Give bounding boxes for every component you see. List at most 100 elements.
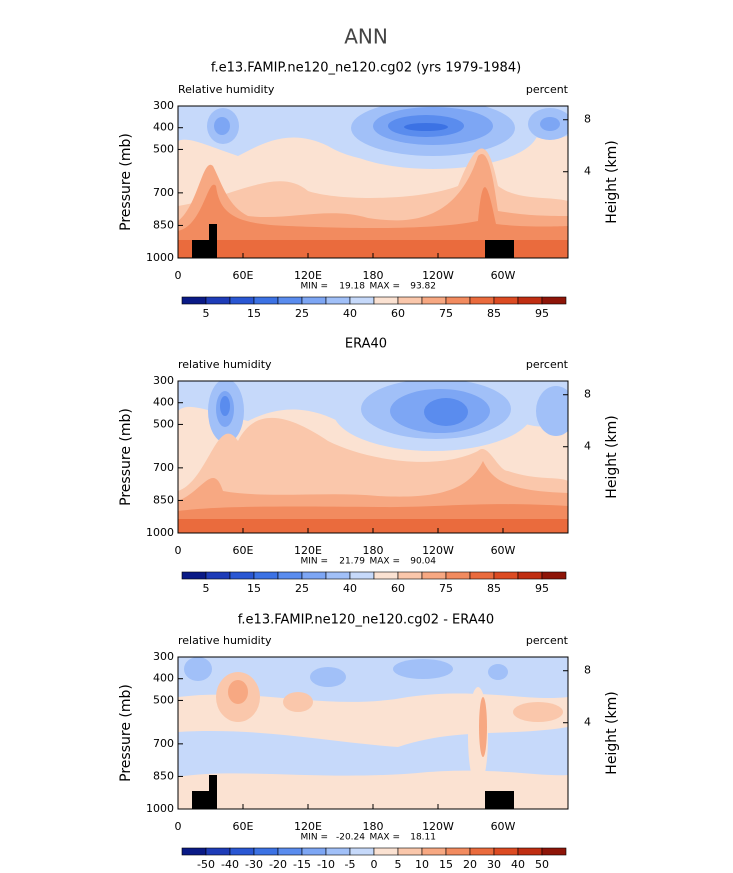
colorbar-box xyxy=(541,296,567,305)
x-tick-label: 120E xyxy=(294,544,322,557)
colorbar-box xyxy=(493,296,519,305)
colorbar-tick-label: 15 xyxy=(439,858,453,871)
y-tick-label: 1000 xyxy=(146,802,174,815)
colorbar-tick-label: -30 xyxy=(245,858,263,871)
colorbar-tick-label: 10 xyxy=(415,858,429,871)
y2-tick-label: 4 xyxy=(584,165,591,178)
colorbar-tick-label: 85 xyxy=(487,582,501,595)
colorbar-box xyxy=(421,296,447,305)
colorbar-box xyxy=(205,571,231,580)
colorbar-box xyxy=(349,571,375,580)
x-tick-label: 180 xyxy=(363,820,384,833)
y2-tick-label: 8 xyxy=(584,388,591,401)
y-tick-label: 700 xyxy=(153,186,174,199)
colorbar-box xyxy=(253,296,279,305)
right-label: percent xyxy=(526,358,569,371)
colorbar-tick-label: 50 xyxy=(535,858,549,871)
x-tick-label: 0 xyxy=(175,820,182,833)
colorbar-tick-label: 75 xyxy=(439,582,453,595)
y-tick-label: 500 xyxy=(153,417,174,430)
x-tick-label: 60W xyxy=(491,269,516,282)
right-label: percent xyxy=(526,83,569,96)
colorbar-box xyxy=(277,296,303,305)
colorbar-box xyxy=(397,296,423,305)
colorbar-box xyxy=(469,847,495,856)
colorbar-box xyxy=(181,571,207,580)
y2-tick-label: 4 xyxy=(584,440,591,453)
x-tick-label: 60E xyxy=(233,820,254,833)
y2-axis-label: Height (km) xyxy=(604,140,620,223)
colorbar-box xyxy=(541,571,567,580)
colorbar-tick-label: 75 xyxy=(439,307,453,320)
colorbar-tick-label: 40 xyxy=(511,858,525,871)
colorbar-tick-label: 85 xyxy=(487,307,501,320)
colorbar-tick-label: 20 xyxy=(463,858,477,871)
max-value: 18.11 xyxy=(410,833,436,843)
colorbar-tick-label: 60 xyxy=(391,307,405,320)
y-tick-label: 400 xyxy=(153,121,174,134)
x-tick-label: 60W xyxy=(491,820,516,833)
min-value: 19.18 xyxy=(339,282,365,292)
colorbar-box xyxy=(325,571,351,580)
colorbar-box xyxy=(205,847,231,856)
y-tick-label: 1000 xyxy=(146,526,174,539)
colorbar-box xyxy=(445,847,471,856)
y-axis-label: Pressure (mb) xyxy=(118,684,134,782)
colorbar-box xyxy=(421,571,447,580)
y-tick-label: 850 xyxy=(153,218,174,231)
colorbar-tick-label: 60 xyxy=(391,582,405,595)
colorbar-box xyxy=(277,847,303,856)
colorbar-tick-label: -10 xyxy=(317,858,335,871)
contour-field xyxy=(178,106,568,258)
colorbar-tick-label: 40 xyxy=(343,582,357,595)
colorbar-tick-label: -20 xyxy=(269,858,287,871)
colorbar-tick-label: 15 xyxy=(247,582,261,595)
y-tick-label: 400 xyxy=(153,672,174,685)
min-label: MIN = xyxy=(300,833,328,843)
colorbar-box xyxy=(445,571,471,580)
colorbar-box xyxy=(325,296,351,305)
max-label: MAX = xyxy=(370,557,401,567)
colorbar-box xyxy=(373,296,399,305)
x-tick-label: 0 xyxy=(175,269,182,282)
y-axis-label: Pressure (mb) xyxy=(118,133,134,231)
left-label: relative humidity xyxy=(178,634,272,647)
x-tick-label: 120W xyxy=(422,544,454,557)
panel-title: ERA40 xyxy=(345,337,387,352)
colorbar-box xyxy=(397,571,423,580)
x-tick-label: 120E xyxy=(294,820,322,833)
min-value: -20.24 xyxy=(336,833,365,843)
x-tick-label: 60E xyxy=(233,544,254,557)
y-tick-label: 400 xyxy=(153,396,174,409)
colorbar-box xyxy=(301,571,327,580)
colorbar-box xyxy=(253,571,279,580)
y2-axis-label: Height (km) xyxy=(604,691,620,774)
max-value: 93.82 xyxy=(410,282,436,292)
colorbar-box xyxy=(493,847,519,856)
min-label: MIN = xyxy=(300,282,328,292)
colorbar-tick-label: 0 xyxy=(371,858,378,871)
y-tick-label: 850 xyxy=(153,769,174,782)
max-value: 90.04 xyxy=(410,557,436,567)
x-tick-label: 120W xyxy=(422,269,454,282)
colorbar-tick-label: 5 xyxy=(203,582,210,595)
colorbar-tick-label: 5 xyxy=(203,307,210,320)
y-tick-label: 500 xyxy=(153,693,174,706)
colorbar-tick-label: -50 xyxy=(197,858,215,871)
colorbar-box xyxy=(229,296,255,305)
colorbar-box xyxy=(181,296,207,305)
x-tick-label: 60E xyxy=(233,269,254,282)
left-label: Relative humidity xyxy=(178,83,275,96)
colorbar-box xyxy=(397,847,423,856)
max-label: MAX = xyxy=(370,833,401,843)
y-tick-label: 1000 xyxy=(146,251,174,264)
colorbar-box xyxy=(373,847,399,856)
colorbar-box xyxy=(349,296,375,305)
x-tick-label: 180 xyxy=(363,544,384,557)
panel-title: f.e13.FAMIP.ne120_ne120.cg02 (yrs 1979-1… xyxy=(211,61,521,76)
colorbar-box xyxy=(517,847,543,856)
colorbar-tick-label: -5 xyxy=(345,858,356,871)
y-tick-label: 700 xyxy=(153,737,174,750)
y-tick-label: 300 xyxy=(153,374,174,387)
colorbar-box xyxy=(181,847,207,856)
